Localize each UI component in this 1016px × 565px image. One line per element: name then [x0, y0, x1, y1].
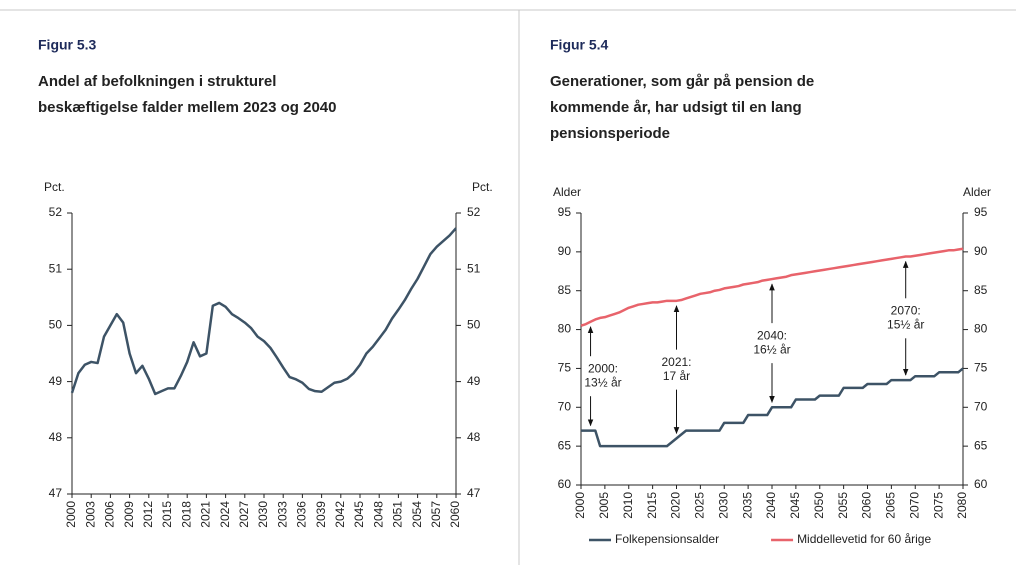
x-tick-label: 2025	[693, 492, 707, 519]
y2-tick-label: 70	[974, 399, 988, 413]
y-tick-label: 65	[558, 438, 572, 452]
x-tick-label: 2060	[448, 501, 462, 528]
line-series	[580, 247, 964, 327]
x-tick-label: 2060	[860, 492, 874, 519]
x-tick-label: 2039	[314, 501, 328, 528]
x-tick-label: 2040	[764, 492, 778, 519]
y-tick-label: 70	[558, 399, 572, 413]
x-tick-label: 2024	[218, 501, 232, 528]
x-tick-label: 2065	[884, 492, 898, 519]
x-tick-label: 2030	[256, 501, 270, 528]
y-tick-label: 50	[49, 318, 63, 332]
x-tick-label: 2015	[645, 492, 659, 519]
y2-tick-label: 85	[974, 283, 988, 297]
figure-number: Figur 5.3	[38, 37, 97, 53]
annotation-text: 2040:	[757, 328, 787, 342]
x-tick-label: 2035	[740, 492, 754, 519]
x-tick-label: 2010	[621, 492, 635, 519]
y-tick-label: 80	[558, 322, 572, 336]
y2-tick-label: 65	[974, 438, 988, 452]
line-series	[70, 227, 457, 396]
y2-tick-label: 95	[974, 205, 988, 219]
legend-label: Middellevetid for 60 årige	[797, 532, 931, 546]
figure-subtitle: beskæftigelse falder mellem 2023 og 2040	[38, 99, 336, 116]
x-tick-label: 2042	[333, 501, 347, 528]
x-tick-label: 2030	[716, 492, 730, 519]
y-tick-label: 49	[49, 374, 63, 388]
x-tick-label: 2054	[410, 501, 424, 528]
y2-tick-label: 50	[467, 318, 481, 332]
x-tick-label: 2036	[295, 501, 309, 528]
x-tick-label: 2005	[597, 492, 611, 519]
y2-tick-label: 60	[974, 477, 988, 491]
x-tick-label: 2070	[907, 492, 921, 519]
y-tick-label: 60	[558, 477, 572, 491]
x-tick-label: 2015	[160, 501, 174, 528]
x-tick-label: 2057	[429, 501, 443, 528]
x-tick-label: 2000	[573, 492, 587, 519]
x-tick-label: 2012	[141, 501, 155, 528]
y-tick-label: 85	[558, 283, 572, 297]
x-tick-label: 2045	[352, 501, 366, 528]
y-tick-label: 95	[558, 205, 572, 219]
annotation-text: 2070:	[891, 303, 921, 317]
figure-subtitle: Generationer, som går på pension de	[550, 73, 814, 90]
x-tick-label: 2080	[955, 492, 969, 519]
y2-tick-label: 90	[974, 244, 988, 258]
y2-tick-label: 52	[467, 205, 481, 219]
figure-subtitle: Andel af befolkningen i strukturel	[38, 73, 276, 90]
y2-tick-label: 75	[974, 361, 988, 375]
y2-tick-label: 48	[467, 430, 481, 444]
x-tick-label: 2051	[391, 501, 405, 528]
figure-number: Figur 5.4	[550, 37, 609, 53]
y2-tick-label: 47	[467, 486, 481, 500]
x-tick-label: 2050	[812, 492, 826, 519]
y-tick-label: 90	[558, 244, 572, 258]
figure-subtitle: pensionsperiode	[550, 125, 670, 142]
y-tick-label: 52	[49, 205, 63, 219]
annotation-text: 16½ år	[753, 342, 790, 356]
annotation-text: 2021:	[661, 355, 691, 369]
figure-subtitle: kommende år, har udsigt til en lang	[550, 99, 802, 116]
y-axis-label: Alder	[553, 185, 581, 199]
y-tick-label: 75	[558, 361, 572, 375]
y2-tick-label: 49	[467, 374, 481, 388]
x-tick-label: 2055	[836, 492, 850, 519]
annotation-text: 15½ år	[887, 317, 924, 331]
y-tick-label: 48	[49, 430, 63, 444]
x-tick-label: 2003	[83, 501, 97, 528]
x-tick-label: 2045	[788, 492, 802, 519]
x-tick-label: 2021	[199, 501, 213, 528]
y2-axis-label: Pct.	[472, 180, 493, 194]
x-tick-label: 2006	[103, 501, 117, 528]
x-tick-label: 2009	[122, 501, 136, 528]
annotation-text: 13½ år	[584, 375, 621, 389]
y2-tick-label: 51	[467, 261, 481, 275]
line-series	[581, 367, 964, 448]
y-axis-label: Pct.	[44, 180, 65, 194]
y2-tick-label: 80	[974, 322, 988, 336]
x-tick-label: 2020	[669, 492, 683, 519]
legend-label: Folkepensionsalder	[615, 532, 719, 546]
x-tick-label: 2027	[237, 501, 251, 528]
x-tick-label: 2075	[931, 492, 945, 519]
y-tick-label: 51	[49, 261, 63, 275]
y-tick-label: 47	[49, 486, 63, 500]
annotation-text: 17 år	[663, 369, 690, 383]
x-tick-label: 2048	[371, 501, 385, 528]
x-tick-label: 2033	[275, 501, 289, 528]
x-tick-label: 2000	[64, 501, 78, 528]
annotation-text: 2000:	[588, 361, 618, 375]
y2-axis-label: Alder	[963, 185, 991, 199]
x-tick-label: 2018	[179, 501, 193, 528]
